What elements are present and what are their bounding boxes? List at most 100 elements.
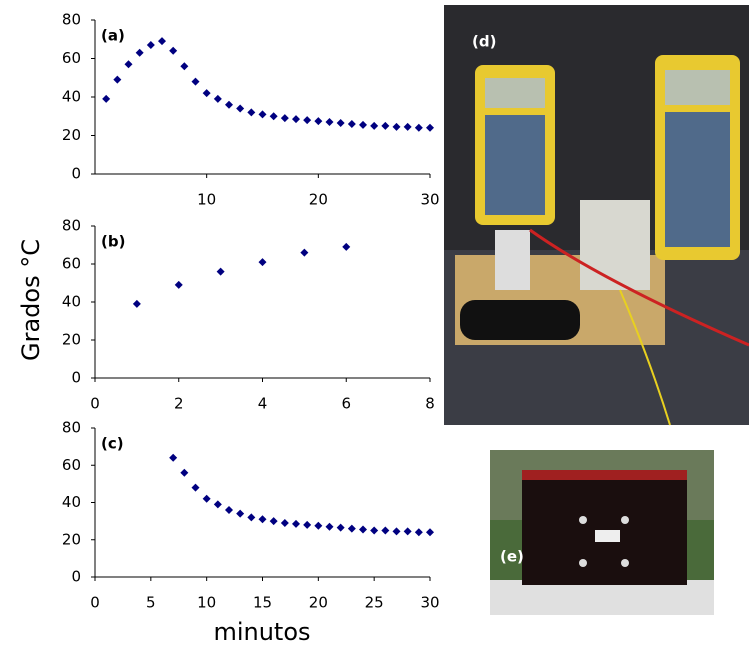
point xyxy=(169,453,178,462)
point xyxy=(325,522,334,531)
y-tick-label: 60 xyxy=(62,255,81,273)
y-tick-label: 0 xyxy=(71,568,81,586)
point xyxy=(336,523,345,532)
point xyxy=(225,100,233,109)
photo-e: (e) xyxy=(490,450,714,615)
y-tick-label: 20 xyxy=(62,331,81,349)
chart: 0 20 40 60 80 0 2 4 6 8 (b) xyxy=(62,217,435,413)
point xyxy=(414,528,423,537)
point xyxy=(370,121,379,130)
photo-label: (e) xyxy=(500,548,524,566)
x-tick-label: 20 xyxy=(309,594,328,612)
x-tick-label: 2 xyxy=(174,395,184,413)
point xyxy=(216,267,225,276)
x-tick-label: 5 xyxy=(146,594,156,612)
point xyxy=(213,500,222,509)
y-axis-label: Grados °C xyxy=(17,239,45,361)
point xyxy=(414,123,423,132)
point xyxy=(135,48,144,57)
point xyxy=(174,280,183,289)
point xyxy=(392,527,401,536)
point xyxy=(347,119,356,128)
y-tick-label: 60 xyxy=(62,456,81,474)
point xyxy=(132,299,141,308)
point xyxy=(202,494,211,503)
y-tick-label: 80 xyxy=(62,217,81,235)
point xyxy=(269,112,278,121)
x-tick-label: 10 xyxy=(197,594,216,612)
point xyxy=(236,509,245,518)
panel-label: (c) xyxy=(101,435,124,453)
point xyxy=(426,123,434,132)
point xyxy=(325,118,334,127)
point xyxy=(336,118,345,127)
point xyxy=(359,525,367,534)
point xyxy=(303,116,312,125)
chart: 0 20 40 60 80 10 20 30 (a) xyxy=(62,11,440,209)
point xyxy=(191,483,200,492)
point xyxy=(225,505,233,514)
x-tick-label: 0 xyxy=(90,594,100,612)
point xyxy=(381,121,390,130)
point xyxy=(314,117,323,126)
panel-label: (a) xyxy=(101,27,125,45)
point xyxy=(314,521,323,530)
y-tick-label: 20 xyxy=(62,126,81,144)
point xyxy=(102,94,111,103)
point xyxy=(347,524,356,533)
x-tick-label: 15 xyxy=(253,594,272,612)
point xyxy=(180,468,189,477)
point xyxy=(247,513,256,522)
y-tick-label: 0 xyxy=(71,369,81,387)
point xyxy=(370,526,379,535)
y-tick-label: 20 xyxy=(62,530,81,548)
point xyxy=(292,115,300,124)
point xyxy=(269,517,278,526)
x-tick-label: 8 xyxy=(425,395,435,413)
point xyxy=(258,258,267,267)
point xyxy=(342,242,351,251)
x-tick-label: 6 xyxy=(341,395,351,413)
point xyxy=(236,104,245,113)
photo-label: (d) xyxy=(472,33,496,51)
point xyxy=(146,41,155,50)
point xyxy=(403,122,412,131)
point xyxy=(381,526,390,535)
x-tick-label: 30 xyxy=(420,594,439,612)
point xyxy=(180,62,189,71)
point xyxy=(292,519,300,528)
y-tick-label: 80 xyxy=(62,419,81,437)
point xyxy=(258,515,267,524)
point xyxy=(303,520,312,529)
x-axis-label: minutos xyxy=(213,618,310,646)
point xyxy=(280,518,289,527)
x-tick-label: 4 xyxy=(258,395,268,413)
point xyxy=(191,77,200,86)
y-tick-label: 40 xyxy=(62,88,81,106)
x-tick-label: 25 xyxy=(365,594,384,612)
point xyxy=(258,110,267,119)
x-tick-label: 30 xyxy=(420,191,439,209)
y-tick-label: 40 xyxy=(62,493,81,511)
x-tick-label: 0 xyxy=(90,395,100,413)
chart: 0 20 40 60 80 0 5 10 15 20 25 30 (c) xyxy=(62,419,440,612)
point xyxy=(113,75,122,84)
y-tick-label: 40 xyxy=(62,293,81,311)
x-tick-label: 20 xyxy=(309,191,328,209)
point xyxy=(213,94,222,103)
point xyxy=(158,37,166,46)
point xyxy=(392,122,401,131)
point xyxy=(169,46,178,55)
y-tick-label: 0 xyxy=(71,165,81,183)
y-tick-label: 80 xyxy=(62,11,81,29)
point xyxy=(300,248,309,257)
point xyxy=(359,120,367,129)
point xyxy=(247,108,256,117)
point xyxy=(280,114,289,123)
panel-label: (b) xyxy=(101,233,125,251)
point xyxy=(426,528,434,537)
point xyxy=(124,60,133,69)
x-tick-label: 10 xyxy=(197,191,216,209)
photo-d: (d) xyxy=(444,5,749,426)
